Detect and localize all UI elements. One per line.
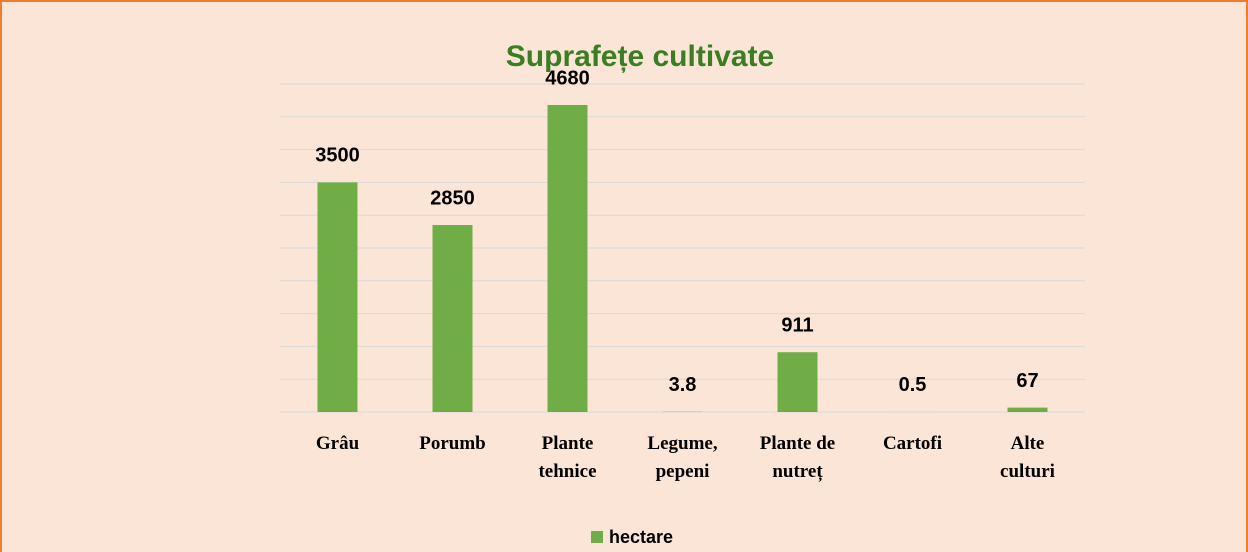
- bar: [777, 352, 818, 412]
- x-tick-label: Cartofi: [883, 433, 942, 454]
- bar: [317, 182, 358, 412]
- data-label: 3500: [315, 145, 360, 167]
- legend-swatch: [591, 531, 603, 543]
- x-tick-label: Plante de nutreț: [760, 433, 835, 482]
- bar: [547, 104, 588, 412]
- x-tick-label: Porumb: [419, 433, 486, 454]
- x-tick-label: Grâu: [316, 433, 360, 454]
- legend-label: hectare: [609, 527, 673, 547]
- chart-title: Suprafețe cultivate: [506, 40, 774, 73]
- x-tick-label: Legume, pepeni: [647, 433, 717, 482]
- x-tick-label: Alte culturi: [1000, 433, 1055, 482]
- data-label: 0.5: [899, 374, 927, 396]
- data-label: 67: [1016, 370, 1038, 392]
- x-tick-label: Plante tehnice: [538, 433, 596, 482]
- data-label: 4680: [545, 67, 590, 89]
- data-label: 911: [781, 315, 813, 337]
- data-label: 2850: [430, 187, 475, 209]
- data-label: 3.8: [669, 374, 697, 396]
- bar: [1007, 407, 1048, 412]
- bar: [432, 225, 473, 412]
